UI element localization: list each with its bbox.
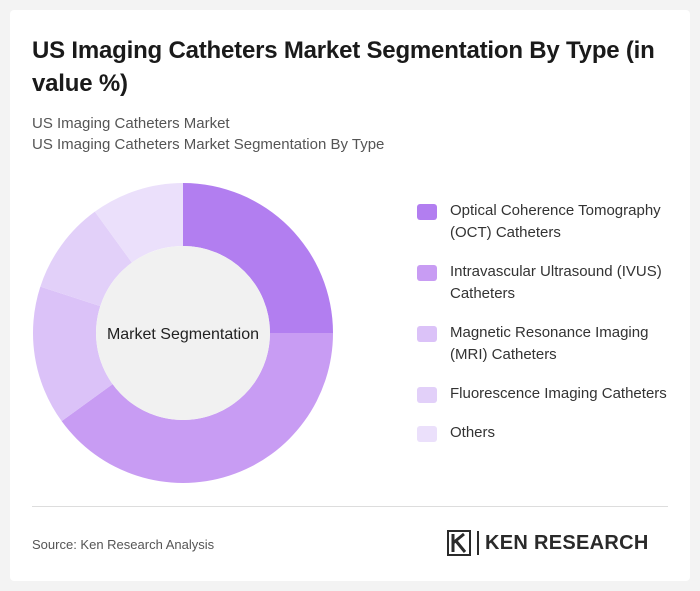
subtitle-line-segmentation: US Imaging Catheters Market Segmentation… (32, 136, 385, 153)
legend-swatch (417, 204, 437, 220)
ken-research-k-icon (447, 530, 471, 556)
legend-label: Optical Coherence Tomography (OCT) Cathe… (450, 202, 661, 241)
legend-label: Magnetic Resonance Imaging (MRI) Cathete… (450, 324, 649, 363)
chart-legend: Optical Coherence Tomography (OCT) Cathe… (417, 200, 685, 461)
donut-slice-4 (40, 211, 132, 307)
donut-center (96, 246, 270, 420)
donut-slice-3 (32, 286, 113, 422)
source-note: Source: Ken Research Analysis (32, 537, 215, 552)
donut-slice-1 (183, 183, 333, 333)
legend-swatch (417, 265, 437, 281)
footer-divider (32, 506, 668, 507)
donut-slice-5 (94, 183, 183, 263)
legend-item-1: Optical Coherence Tomography (OCT) Cathe… (417, 200, 685, 244)
legend-item-5: Others (417, 422, 685, 444)
legend-item-2: Intravascular Ultrasound (IVUS) Catheter… (417, 261, 685, 305)
legend-item-3: Magnetic Resonance Imaging (MRI) Cathete… (417, 322, 685, 366)
legend-swatch (417, 426, 437, 442)
subtitle-line-market: US Imaging Catheters Market (32, 115, 230, 132)
legend-label: Others (450, 424, 496, 441)
donut-center-label: Market Segmentation (107, 326, 259, 343)
legend-swatch (417, 326, 437, 342)
chart-subtitle: US Imaging Catheters Market US Imaging C… (32, 113, 384, 155)
donut-slice-2 (61, 333, 333, 483)
logo-text: KEN RESEARCH (485, 531, 649, 554)
legend-swatch (417, 387, 437, 403)
legend-item-4: Fluorescence Imaging Catheters (417, 383, 685, 405)
chart-title: US Imaging Catheters Market Segmentation… (32, 37, 655, 97)
chart-card: US Imaging Catheters Market Segmentation… (10, 10, 690, 581)
ken-research-logo: KEN RESEARCH (447, 529, 649, 557)
donut-chart: Market Segmentation (32, 183, 333, 483)
legend-label: Intravascular Ultrasound (IVUS) Catheter… (450, 263, 662, 302)
logo-separator (477, 531, 479, 555)
legend-label: Fluorescence Imaging Catheters (450, 385, 667, 402)
